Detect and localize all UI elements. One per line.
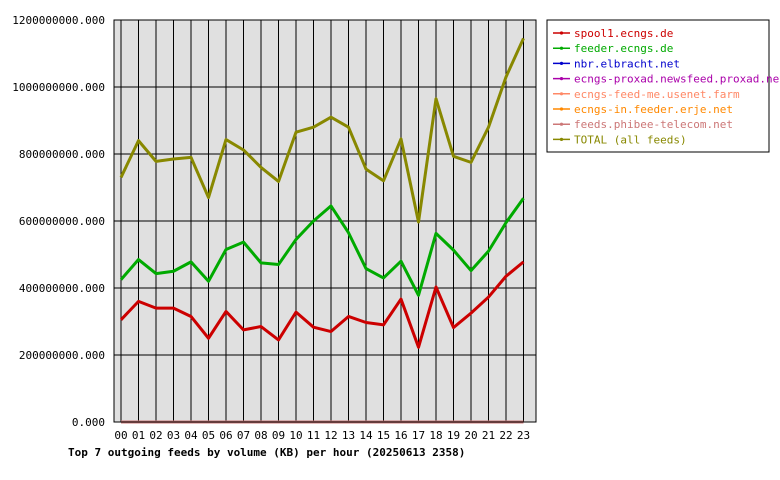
y-tick-label: 200000000.000 [19,349,105,362]
x-tick-label: 09 [272,429,285,442]
y-tick-label: 600000000.000 [19,215,105,228]
x-tick-label: 14 [359,429,373,442]
x-tick-label: 03 [167,429,180,442]
legend-marker [559,92,564,96]
legend-marker [559,61,564,65]
legend-label: feeder.ecngs.de [574,42,673,55]
x-tick-label: 01 [132,429,145,442]
x-tick-label: 22 [499,429,512,442]
x-tick-label: 05 [202,429,215,442]
x-tick-label: 11 [307,429,320,442]
series-line-7 [119,37,525,224]
plot-border [113,19,537,423]
legend-label: TOTAL (all feeds) [574,133,687,146]
series-line-0 [119,260,525,349]
x-axis-ticks: 00 01 02 03 04 05 06 07 08 09 10 11 12 13 14 15 16 17 18 19… [114,429,530,442]
x-tick-label: 19 [447,429,460,442]
legend-label: ecngs-proxad.newsfeed.proxad.net [574,73,780,86]
legend-marker [559,122,564,126]
x-tick-label: 02 [149,429,162,442]
legend-label: feeds.phibee-telecom.net [574,118,733,131]
y-tick-label: 0.000 [72,416,105,429]
legend-box [546,19,770,153]
x-tick-label: 08 [254,429,267,442]
y-tick-label: 800000000.000 [19,148,105,161]
legend-marker [559,107,564,111]
y-axis-ticks: 0.000 200000000.000 400000000.000 600000000… [12,14,105,429]
legend-marker [559,77,564,81]
legend-marker [559,137,564,141]
grid-lines [114,19,536,423]
x-tick-label: 20 [464,429,477,442]
x-tick-label: 13 [342,429,355,442]
legend-label: ecngs-feed-me.usenet.farm [574,88,740,101]
legend: spool1.ecngs.de feeder.ecngs.de nbr.elbrac… [546,19,780,153]
x-tick-label: 16 [394,429,407,442]
y-tick-label: 1200000000.000 [12,14,105,27]
y-tick-label: 400000000.000 [19,282,105,295]
chart-title: Top 7 outgoing feeds by volume (KB) per … [68,446,465,459]
legend-marker [559,46,564,50]
x-tick-label: 07 [237,429,250,442]
legend-marker [559,31,564,35]
legend-label: spool1.ecngs.de [574,27,673,40]
y-tick-label: 1000000000.000 [12,81,105,94]
x-tick-label: 21 [482,429,495,442]
x-tick-label: 00 [114,429,127,442]
x-tick-label: 23 [517,429,530,442]
legend-label: nbr.elbracht.net [574,57,680,70]
series-line-1 [119,197,525,297]
x-tick-label: 10 [289,429,302,442]
legend-label: ecngs-in.feeder.erje.net [574,103,733,116]
x-tick-label: 18 [429,429,442,442]
x-tick-label: 06 [219,429,232,442]
x-tick-label: 04 [184,429,198,442]
x-tick-label: 17 [412,429,425,442]
x-tick-label: 15 [377,429,390,442]
x-tick-label: 12 [324,429,337,442]
